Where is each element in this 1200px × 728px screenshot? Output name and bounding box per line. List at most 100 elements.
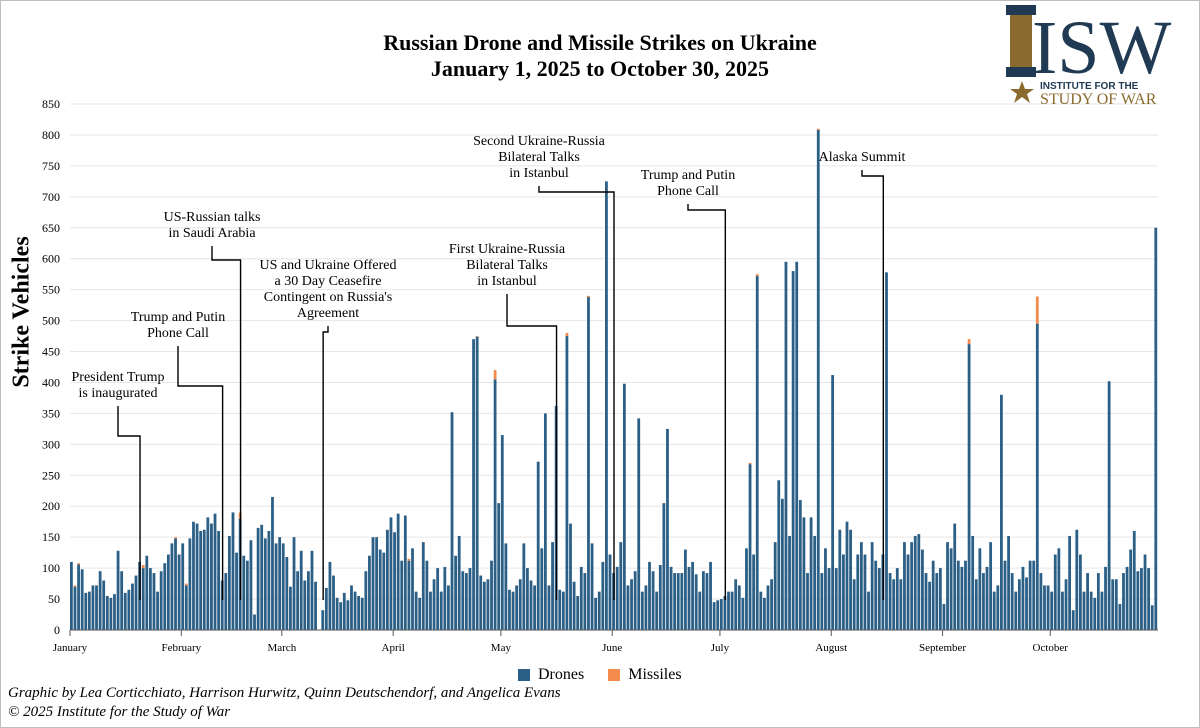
annotation-line: Second Ukraine-Russia (473, 134, 605, 149)
drone-bar (80, 569, 84, 630)
drone-bar (166, 554, 170, 630)
drone-bar (985, 566, 989, 630)
drone-bar (949, 548, 953, 630)
drone-bar (773, 542, 777, 630)
drone-bar (536, 461, 540, 630)
drone-bar (447, 585, 450, 630)
drone-bar (486, 579, 490, 630)
drone-bar (842, 554, 845, 630)
missile-bar (493, 370, 497, 380)
credit-authors: Graphic by Lea Corticchiato, Harrison Hu… (8, 685, 561, 701)
drone-bar (127, 589, 131, 630)
drone-bar (608, 554, 612, 630)
star-icon (1010, 81, 1034, 103)
svg-text:ISW: ISW (1032, 6, 1172, 90)
annotation-leader (211, 246, 242, 600)
drone-bar (870, 542, 874, 630)
drone-bar (116, 550, 120, 630)
drone-bar (605, 181, 608, 630)
drone-bar (543, 413, 547, 630)
drone-bar (831, 375, 835, 630)
drone-bar (278, 537, 282, 630)
y-tick-label: 50 (48, 592, 60, 606)
drone-bar (242, 555, 246, 630)
drone-bar (227, 535, 231, 630)
month-label: June (602, 642, 622, 654)
drone-bar (1143, 554, 1147, 630)
annotation-leader (861, 170, 885, 600)
drone-bar (587, 297, 590, 630)
drone-bar (834, 568, 838, 630)
y-tick-label: 550 (42, 283, 60, 297)
drone-bar (874, 560, 878, 630)
annotation: US-Russian talks in Saudi Arabia (164, 210, 261, 242)
drone-bar (533, 585, 536, 630)
drone-bar (597, 591, 601, 630)
drone-bar (256, 527, 260, 630)
drone-bar (224, 573, 228, 630)
drone-bar (569, 523, 572, 630)
drone-bar (982, 573, 985, 630)
drone-bar (712, 602, 716, 630)
annotation-line: in Istanbul (509, 166, 569, 181)
drone-bar (849, 529, 852, 630)
drone-bar (745, 548, 748, 630)
drone-bar (1003, 560, 1007, 630)
annotation: Trump and Putin Phone Call (641, 168, 735, 200)
drone-bar (382, 552, 386, 630)
drone-bar (174, 538, 177, 630)
drone-bar (910, 542, 914, 630)
drone-bar (91, 585, 95, 630)
drone-bar (741, 597, 745, 630)
drone-bar (967, 344, 971, 630)
drone-bar (637, 418, 641, 630)
month-label: March (267, 642, 296, 654)
drone-bar (98, 571, 102, 630)
drone-bar (903, 542, 906, 630)
drone-bar (680, 573, 684, 630)
drone-bar (515, 585, 519, 630)
drone-bar (271, 496, 274, 630)
drone-bar (457, 535, 461, 630)
missile-bar (565, 332, 569, 337)
drone-bar (583, 573, 587, 630)
drone-bar (210, 523, 213, 630)
missiles-swatch (608, 669, 621, 681)
drone-bar (737, 585, 741, 630)
y-tick-label: 0 (54, 623, 60, 637)
drone-bar (411, 548, 414, 630)
drone-bar (852, 579, 856, 630)
drone-bar (913, 535, 917, 630)
drone-bar (780, 498, 784, 630)
drone-bar (109, 597, 113, 630)
drone-bar (522, 543, 526, 630)
drone-bar (974, 579, 978, 630)
drone-bar (709, 561, 712, 630)
drone-bar (942, 604, 946, 630)
drone-bar (590, 543, 594, 630)
drone-bar (727, 591, 730, 630)
drone-bar (1132, 530, 1136, 630)
drone-bar (619, 542, 623, 630)
drone-bar (1025, 577, 1028, 630)
drone-bar (651, 571, 655, 630)
drone-bar (285, 556, 289, 630)
drone-bar (565, 336, 569, 630)
drone-bar (626, 585, 630, 630)
drone-bar (1014, 591, 1018, 630)
drone-bar (400, 560, 404, 630)
legend-missiles-label: Missiles (628, 666, 682, 683)
y-tick-label: 700 (42, 190, 60, 204)
legend-drones-label: Drones (538, 666, 585, 683)
missile-bar (407, 558, 411, 561)
drone-bar (1043, 585, 1046, 630)
y-tick-label: 850 (42, 97, 60, 111)
annotation-leader (687, 204, 727, 600)
annotation-leader (506, 294, 558, 600)
drone-bar (698, 591, 702, 630)
drone-bar (824, 548, 827, 630)
drone-bar (1071, 610, 1075, 630)
drone-bar (734, 579, 738, 630)
drone-bar (306, 571, 310, 630)
drones-swatch (518, 669, 530, 681)
